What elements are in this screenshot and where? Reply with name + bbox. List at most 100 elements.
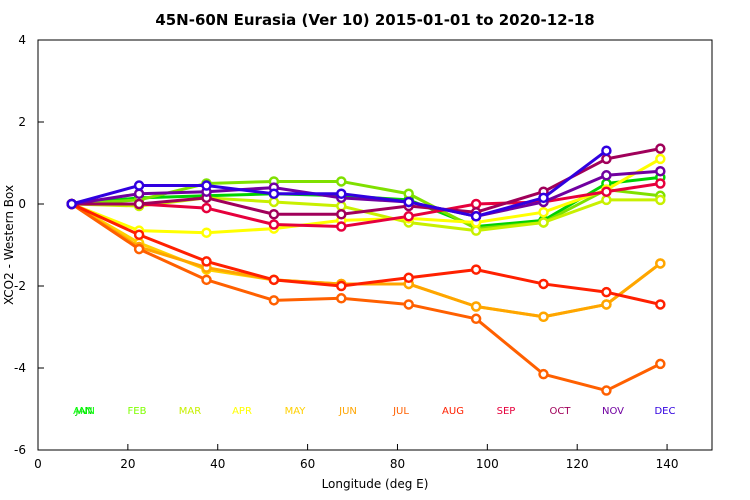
data-point: [268, 188, 280, 199]
data-point: [66, 198, 77, 210]
data-point: [538, 217, 549, 228]
data-point: [538, 311, 549, 322]
data-point: [403, 188, 414, 199]
data-point: [268, 219, 280, 230]
series-jul: [66, 198, 666, 396]
data-point: [336, 221, 347, 232]
data-point: [201, 256, 212, 267]
data-point: [268, 209, 280, 220]
data-point: [133, 243, 145, 255]
data-point: [336, 200, 347, 212]
legend-label-feb: FEB: [128, 406, 147, 417]
x-tick-label: 0: [34, 457, 42, 471]
legend-label-jun: JUN: [338, 406, 357, 417]
series-may: [66, 198, 666, 322]
axis-ticks: 0 20 40 60 80 100 120 140 -6 -4 -2 0 2 4: [14, 33, 678, 471]
data-point: [133, 229, 145, 240]
data-point: [538, 206, 549, 218]
legend-label-jan: JAN: [74, 406, 92, 417]
data-point: [133, 198, 145, 210]
data-point: [336, 188, 347, 199]
legend-label-sep: SEP: [497, 406, 516, 417]
data-point: [601, 186, 612, 197]
data-point: [601, 153, 612, 165]
x-tick-label: 120: [566, 457, 589, 471]
data-point: [201, 274, 212, 286]
x-axis-label: Longitude (deg E): [322, 477, 429, 491]
plot-frame: [37, 39, 713, 451]
series-dec: [66, 145, 612, 222]
legend-label-apr: APR: [232, 406, 252, 417]
data-point: [655, 153, 666, 165]
data-point: [336, 280, 347, 292]
data-point: [655, 143, 666, 154]
data-point: [268, 274, 280, 286]
data-point: [403, 211, 414, 222]
y-tick-label: -2: [14, 279, 26, 293]
data-point: [201, 180, 212, 191]
data-point: [470, 313, 482, 325]
series-line: [71, 169, 661, 218]
data-point: [470, 301, 482, 312]
legend-label-jul: JUL: [392, 406, 409, 417]
series-line: [70, 202, 661, 393]
data-point: [601, 385, 612, 396]
data-point: [133, 180, 145, 191]
x-tick-label: 60: [300, 457, 315, 471]
data-point: [201, 227, 212, 238]
data-point: [538, 192, 549, 204]
legend-label-aug: AUG: [442, 406, 464, 417]
data-point: [268, 295, 280, 306]
legend-label-ann: ANN: [73, 406, 95, 417]
legend-label-mar: MAR: [179, 406, 201, 417]
y-tick-label: -4: [14, 361, 26, 375]
data-point: [655, 299, 666, 310]
y-tick-label: 4: [18, 33, 26, 47]
y-tick-label: 2: [18, 115, 26, 129]
data-point: [601, 170, 612, 181]
data-point: [403, 272, 414, 284]
series-group: [66, 143, 666, 396]
data-point: [538, 368, 549, 380]
series-jun: [66, 198, 666, 322]
series-line: [71, 182, 661, 229]
data-point: [470, 211, 482, 222]
data-point: [336, 176, 347, 187]
data-point: [470, 198, 482, 210]
series-line: [71, 202, 661, 306]
data-point: [601, 194, 612, 206]
data-point: [655, 178, 666, 189]
x-tick-label: 80: [390, 457, 405, 471]
x-tick-label: 140: [656, 457, 679, 471]
chart-title: 45N-60N Eurasia (Ver 10) 2015-01-01 to 2…: [155, 11, 594, 29]
data-point: [268, 196, 280, 208]
y-tick-label: -6: [14, 443, 26, 457]
data-point: [655, 165, 666, 177]
x-tick-label: 40: [210, 457, 225, 471]
series-aug: [66, 198, 666, 310]
data-point: [403, 299, 414, 310]
data-point: [601, 286, 612, 298]
data-point: [133, 188, 145, 199]
data-point: [470, 264, 482, 275]
data-point: [403, 196, 414, 208]
data-point: [538, 278, 549, 290]
legend-label-oct: OCT: [550, 406, 572, 417]
data-point: [470, 225, 482, 236]
data-point: [336, 293, 347, 304]
data-point: [601, 299, 612, 310]
x-tick-label: 20: [120, 457, 135, 471]
data-point: [655, 358, 666, 370]
series-line: [71, 157, 662, 235]
legend-label-may: MAY: [285, 406, 307, 417]
legend-label-dec: DEC: [654, 406, 675, 417]
data-point: [336, 209, 347, 220]
y-axis-label: XCO2 - Western Box: [2, 185, 16, 305]
data-point: [655, 258, 666, 269]
data-point: [655, 194, 666, 206]
data-point: [201, 202, 212, 214]
x-tick-label: 100: [476, 457, 499, 471]
y-tick-label: 0: [18, 197, 26, 211]
